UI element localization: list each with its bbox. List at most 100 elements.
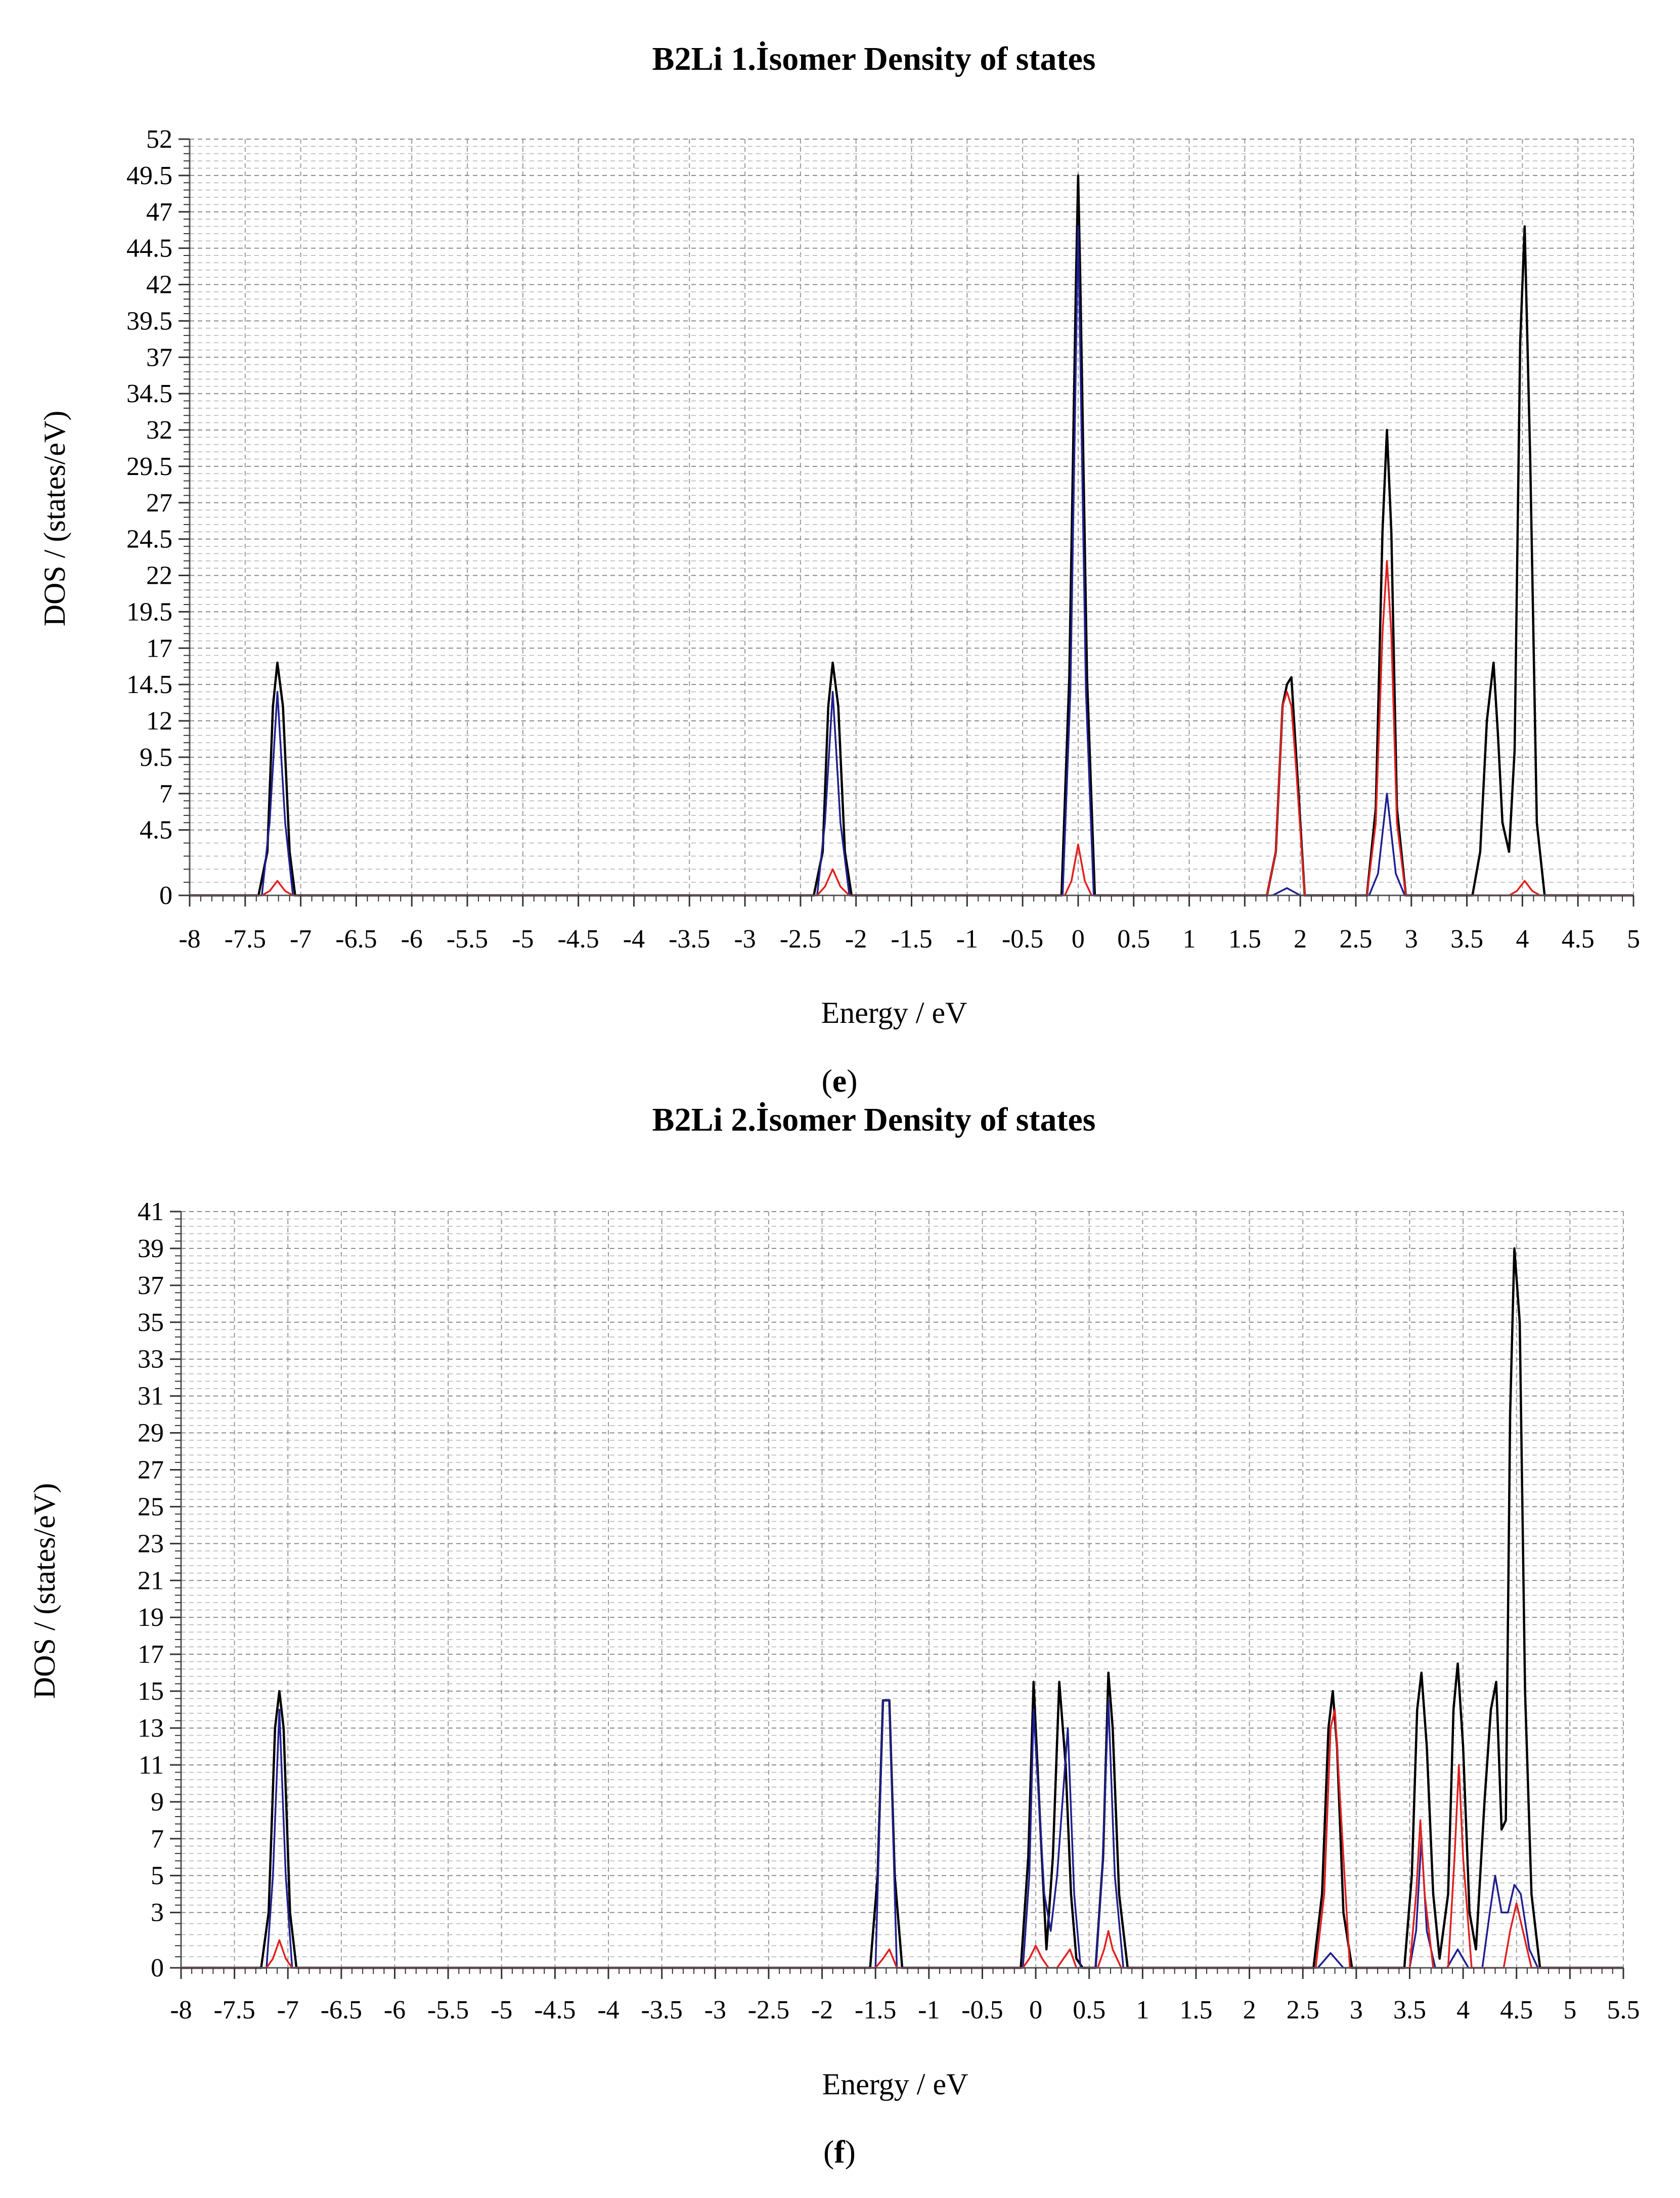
chart-f-grid — [181, 1211, 1624, 1968]
chart-f: B2Li 2.İsomer Density of states -8 -7.5 -7… — [28, 1101, 1640, 2170]
chart-f-x-tick-label-27: 5.5 — [1607, 1996, 1640, 2024]
chart-f-y-tick-label-20: 41 — [138, 1197, 164, 1226]
chart-e-x-tick-label-0: -8 — [179, 925, 200, 954]
chart-f-y-tick-label-7: 15 — [138, 1677, 164, 1706]
chart-e-y-tick-label-18: 47 — [146, 198, 172, 227]
chart-f-y-tick-label-0: 0 — [151, 1954, 164, 1982]
chart-e-x-tick-label-21: 2.5 — [1339, 925, 1372, 954]
chart-f-y-tick-label-3: 7 — [151, 1825, 164, 1854]
chart-f-series — [181, 1247, 1623, 1969]
chart-f-y-tick-label-4: 9 — [151, 1788, 164, 1817]
chart-e-y-tick-label-4: 12 — [146, 707, 172, 736]
chart-e-y-tick-label-2: 7 — [159, 780, 172, 808]
chart-e-x-tick-label-5: -5.5 — [447, 925, 488, 954]
chart-e-x-tick-label-18: 1 — [1183, 925, 1196, 954]
chart-f-x-tick-label-20: 2 — [1243, 1996, 1256, 2024]
chart-f-x-tick-label-19: 1.5 — [1179, 1996, 1212, 2024]
chart-f-y-tick-label-12: 25 — [138, 1492, 164, 1521]
chart-f-panel-letter: f — [834, 2134, 845, 2170]
chart-f-series-partial-blue — [181, 1699, 1623, 1969]
chart-e-grid — [189, 139, 1634, 896]
chart-e-y-tick-label-13: 34.5 — [126, 379, 172, 408]
chart-f-x-tick-label-15: -0.5 — [961, 1996, 1003, 2024]
chart-f-y-tick-label-2: 5 — [151, 1862, 164, 1890]
chart-f-x-tick-label-3: -6.5 — [321, 1996, 362, 2024]
chart-e-x-tick-label-11: -2.5 — [780, 925, 821, 954]
chart-f-x-tick-label-0: -8 — [170, 1996, 192, 2024]
chart-e-x-tick-label-4: -6 — [401, 925, 423, 954]
chart-f-xlabel: Energy / eV — [822, 2067, 968, 2101]
chart-e-y-ticks: 0 4.5 7 9.5 12 14.5 17 19.5 22 24.5 27 29.5 32 34.5 37… — [126, 125, 190, 910]
chart-e-x-ticks: -8 -7.5 -7 -6.5 -6 -5.5 -5 -4.5 -4 -3.5 -3 -2.5 -2 -1… — [179, 895, 1640, 954]
chart-e-x-tick-label-19: 1.5 — [1228, 925, 1261, 954]
chart-f-y-tick-label-16: 33 — [138, 1345, 164, 1374]
chart-e-y-tick-label-0: 0 — [159, 881, 172, 910]
chart-e-x-tick-label-8: -4 — [623, 925, 645, 954]
chart-f-y-tick-label-19: 39 — [138, 1234, 164, 1263]
chart-f-x-tick-label-25: 4.5 — [1500, 1996, 1533, 2024]
chart-e-y-tick-label-12: 32 — [146, 416, 172, 445]
chart-f-x-tick-label-12: -2 — [811, 1996, 833, 2024]
chart-e-y-tick-label-6: 17 — [146, 634, 172, 663]
chart-f-x-tick-label-16: 0 — [1029, 1996, 1042, 2024]
chart-e-title: B2Li 1.İsomer Density of states — [652, 40, 1096, 77]
chart-e: B2Li 1.İsomer Density of states -8 -7.5 -7… — [38, 40, 1640, 1099]
chart-f-y-tick-label-1: 3 — [151, 1899, 164, 1927]
chart-f-y-tick-label-14: 29 — [138, 1419, 164, 1448]
chart-f-y-tick-label-8: 17 — [138, 1640, 164, 1669]
chart-f-x-tick-label-10: -3 — [704, 1996, 726, 2024]
chart-e-y-tick-label-8: 22 — [146, 562, 172, 590]
chart-f-x-ticks: -8 -7.5 -7 -6.5 -6 -5.5 -5 -4.5 -4 -3.5 -3 -2.5 -2 -1… — [170, 1968, 1640, 2024]
chart-e-x-tick-label-9: -3.5 — [669, 925, 710, 954]
chart-e-x-tick-label-14: -1 — [956, 925, 978, 954]
chart-f-x-tick-label-1: -7.5 — [213, 1996, 255, 2024]
chart-f-x-tick-label-22: 3 — [1350, 1996, 1363, 2024]
chart-e-x-tick-label-2: -7 — [290, 925, 312, 954]
chart-e-y-tick-label-10: 27 — [146, 489, 172, 518]
chart-e-y-tick-label-19: 49.5 — [126, 161, 172, 190]
chart-f-title: B2Li 2.İsomer Density of states — [652, 1101, 1096, 1138]
chart-e-x-tick-label-13: -1.5 — [891, 925, 932, 954]
chart-e-x-tick-label-3: -6.5 — [335, 925, 377, 954]
chart-e-x-tick-label-26: 5 — [1627, 925, 1640, 954]
chart-f-series-partial-red — [181, 1708, 1623, 1969]
chart-e-x-tick-label-16: 0 — [1072, 925, 1085, 954]
chart-f-x-tick-label-4: -6 — [384, 1996, 406, 2024]
chart-f-axes — [180, 1212, 1623, 1969]
chart-f-x-tick-label-11: -2.5 — [748, 1996, 789, 2024]
chart-f-x-tick-label-23: 3.5 — [1393, 1996, 1426, 2024]
chart-f-ylabel: DOS / (states/eV) — [28, 1483, 61, 1699]
chart-e-x-tick-label-1: -7.5 — [225, 925, 266, 954]
chart-f-x-tick-label-14: -1 — [918, 1996, 940, 2024]
chart-e-ylabel: DOS / (states/eV) — [38, 411, 71, 627]
chart-f-x-tick-label-6: -5 — [491, 1996, 512, 2024]
chart-f-x-tick-label-26: 5 — [1563, 1996, 1576, 2024]
chart-e-y-tick-label-17: 44.5 — [126, 234, 172, 263]
chart-e-x-tick-label-7: -4.5 — [557, 925, 599, 954]
chart-e-x-tick-label-15: -0.5 — [1002, 925, 1043, 954]
chart-f-x-tick-label-18: 1 — [1136, 1996, 1149, 2024]
chart-f-x-tick-label-21: 2.5 — [1287, 1996, 1319, 2024]
chart-f-x-tick-label-2: -7 — [277, 1996, 299, 2024]
chart-e-x-tick-label-20: 2 — [1294, 925, 1307, 954]
chart-f-y-tick-label-9: 19 — [138, 1603, 164, 1632]
chart-f-panel-label: (f) — [823, 2134, 856, 2170]
chart-f-y-tick-label-11: 23 — [138, 1529, 164, 1558]
chart-f-x-tick-label-7: -4.5 — [534, 1996, 576, 2024]
chart-f-y-tick-label-17: 35 — [138, 1308, 164, 1337]
chart-e-x-tick-label-10: -3 — [734, 925, 756, 954]
chart-f-y-tick-label-10: 21 — [138, 1566, 164, 1595]
chart-f-y-tick-label-15: 31 — [138, 1382, 164, 1411]
chart-f-x-tick-label-5: -5.5 — [427, 1996, 469, 2024]
chart-f-x-tick-label-13: -1.5 — [855, 1996, 896, 2024]
chart-e-y-tick-label-5: 14.5 — [126, 670, 172, 699]
chart-e-y-tick-label-3: 9.5 — [140, 743, 172, 772]
chart-e-x-tick-label-22: 3 — [1405, 925, 1418, 954]
chart-e-y-tick-label-16: 42 — [146, 271, 172, 299]
chart-f-series-total — [181, 1247, 1623, 1969]
chart-f-x-tick-label-9: -3.5 — [641, 1996, 683, 2024]
chart-f-y-tick-label-5: 11 — [139, 1751, 164, 1780]
chart-e-y-tick-label-9: 24.5 — [126, 525, 172, 554]
chart-f-x-tick-label-17: 0.5 — [1073, 1996, 1106, 2024]
